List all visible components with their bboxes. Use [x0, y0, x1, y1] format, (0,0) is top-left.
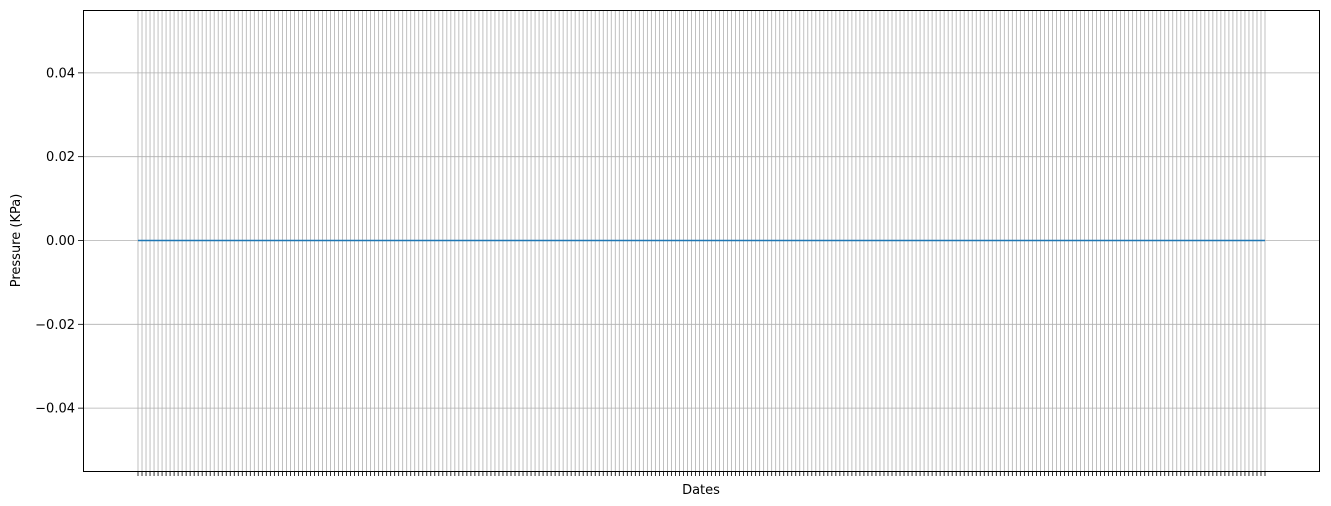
plot-area-frame	[83, 10, 1320, 472]
y-axis-ticks: −0.04 −0.02 0.00 0.02 0.04	[35, 66, 83, 417]
y-tick-label: −0.02	[35, 318, 75, 333]
x-axis-ticks	[137, 471, 1266, 476]
y-axis-label: Pressure (KPa)	[9, 194, 24, 288]
y-tick-label: 0.04	[46, 66, 75, 81]
x-axis-label: Dates	[682, 483, 720, 498]
y-tick-label: 0.00	[46, 234, 75, 249]
y-tick-label: 0.02	[46, 150, 75, 165]
y-tick-label: −0.04	[35, 402, 75, 417]
